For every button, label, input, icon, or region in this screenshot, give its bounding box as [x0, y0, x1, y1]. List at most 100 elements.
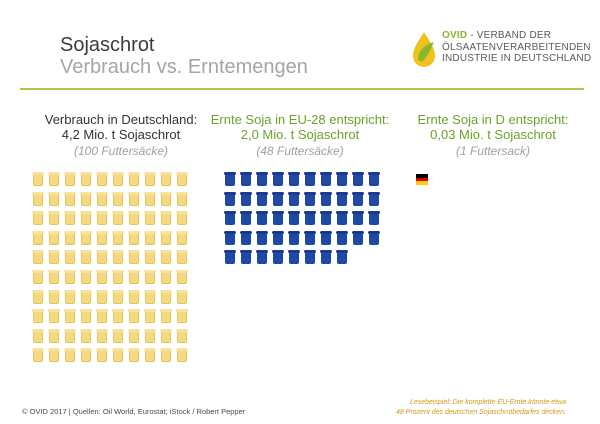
feed-sack-icon [160, 211, 172, 226]
feed-sack-icon [32, 328, 44, 344]
feed-sack-icon [96, 289, 108, 305]
feed-sack-icon [336, 230, 348, 246]
feed-sack-icon [288, 250, 300, 265]
feed-sack-icon [176, 348, 188, 363]
feed-sack-icon [336, 211, 348, 226]
feed-sack-icon [128, 191, 140, 207]
feed-sack-icon [48, 348, 60, 363]
feed-sack-icon [272, 211, 284, 226]
feed-sack-icon [96, 191, 108, 207]
feed-sack-icon [240, 191, 252, 207]
feed-sack-icon [160, 348, 172, 363]
page-title: Sojaschrot [60, 34, 155, 56]
feed-sack-icon [256, 230, 268, 246]
feed-sack-icon [272, 172, 284, 187]
column-amount: 2,0 Mio. t Sojaschrot [240, 127, 360, 142]
feed-sack-icon [176, 309, 188, 324]
feed-sack-icon [48, 172, 60, 187]
feed-sack-icon [80, 211, 92, 226]
feed-sack-icon [144, 289, 156, 305]
feed-sack-icon [288, 191, 300, 207]
feed-sack-icon [176, 250, 188, 265]
feed-sack-icon [96, 309, 108, 324]
feed-sack-icon [80, 250, 92, 265]
feed-sack-icon [64, 211, 76, 226]
feed-sack-icon [112, 191, 124, 207]
feed-sack-icon [304, 172, 316, 187]
feed-sack-icon [144, 250, 156, 265]
feed-sack-icon [48, 309, 60, 324]
feed-sack-icon [128, 289, 140, 305]
feed-sack-icon [128, 328, 140, 344]
column-amount: 4,2 Mio. t Sojaschrot [61, 127, 181, 142]
logo-brand: OVID [442, 30, 468, 41]
feed-sack-icon [224, 211, 236, 226]
feed-sack-icon [368, 211, 380, 226]
germany-flag-icon [416, 174, 428, 186]
feed-sack-icon [80, 269, 92, 285]
feed-sack-icon [320, 250, 332, 265]
feed-sack-icon [352, 230, 364, 246]
feed-sack-icon [160, 289, 172, 305]
ovid-logo: OVID - VERBAND DER ÖLSAATENVERARBEITENDE… [410, 26, 591, 76]
feed-sack-icon [64, 172, 76, 187]
feed-sack-icon [48, 250, 60, 265]
feed-sack-icon [112, 211, 124, 226]
feed-sack-icon [240, 250, 252, 265]
feed-sack-icon [144, 191, 156, 207]
feed-sack-icon [64, 191, 76, 207]
feed-sack-icon [64, 230, 76, 246]
footnote-line: 48 Prozent des deutschen Sojaschrotbedar… [395, 409, 566, 416]
feed-sack-icon [336, 191, 348, 207]
feed-sack-icon [160, 309, 172, 324]
feed-sack-icon [176, 230, 188, 246]
feed-sack-icon [160, 250, 172, 265]
feed-sack-icon [272, 230, 284, 246]
feed-sack-icon [224, 250, 236, 265]
feed-sack-icon [32, 172, 44, 187]
feed-sack-icon [336, 172, 348, 187]
feed-sack-icon [48, 289, 60, 305]
feed-sack-icon [256, 172, 268, 187]
feed-sack-icon [320, 230, 332, 246]
flag-grid-d-harvest [416, 172, 428, 186]
column-title: Verbrauch in Deutschland: [44, 112, 198, 127]
feed-sack-icon [32, 348, 44, 363]
feed-sack-icon [272, 191, 284, 207]
feed-sack-icon [96, 348, 108, 363]
feed-sack-icon [176, 211, 188, 226]
feed-sack-icon [112, 328, 124, 344]
feed-sack-icon [112, 269, 124, 285]
feed-sack-icon [256, 191, 268, 207]
feed-sack-icon [256, 211, 268, 226]
feed-sack-icon [128, 309, 140, 324]
feed-sack-icon [320, 211, 332, 226]
feed-sack-icon [224, 230, 236, 246]
feed-sack-icon [112, 289, 124, 305]
feed-sack-icon [176, 191, 188, 207]
footer-credits: © OVID 2017 | Quellen: Oil World, Eurost… [22, 407, 246, 416]
column-amount: 0,03 Mio. t Sojaschrot [430, 127, 556, 142]
feed-sack-icon [128, 269, 140, 285]
feed-sack-icon [80, 328, 92, 344]
feed-sack-icon [80, 230, 92, 246]
feed-sack-icon [176, 328, 188, 344]
column-note: (1 Futtersack) [455, 144, 530, 158]
feed-sack-icon [144, 230, 156, 246]
feed-sack-icon [160, 191, 172, 207]
feed-sack-icon [144, 348, 156, 363]
feed-sack-icon [304, 211, 316, 226]
feed-sack-icon [80, 289, 92, 305]
feed-sack-icon [336, 250, 348, 265]
feed-sack-icon [80, 309, 92, 324]
feed-sack-icon [48, 211, 60, 226]
feed-sack-icon [160, 269, 172, 285]
column-note: (48 Futtersäcke) [256, 144, 344, 158]
feed-sack-icon [96, 269, 108, 285]
feed-sack-icon [112, 250, 124, 265]
feed-sack-icon [64, 328, 76, 344]
feed-sack-icon [288, 172, 300, 187]
column-heading-eu-harvest: Ernte Soja in EU-28 entspricht: 2,0 Mio.… [205, 112, 395, 159]
logo-line1: - VERBAND DER [467, 30, 552, 41]
sack-grid-eu-harvest [224, 172, 380, 265]
